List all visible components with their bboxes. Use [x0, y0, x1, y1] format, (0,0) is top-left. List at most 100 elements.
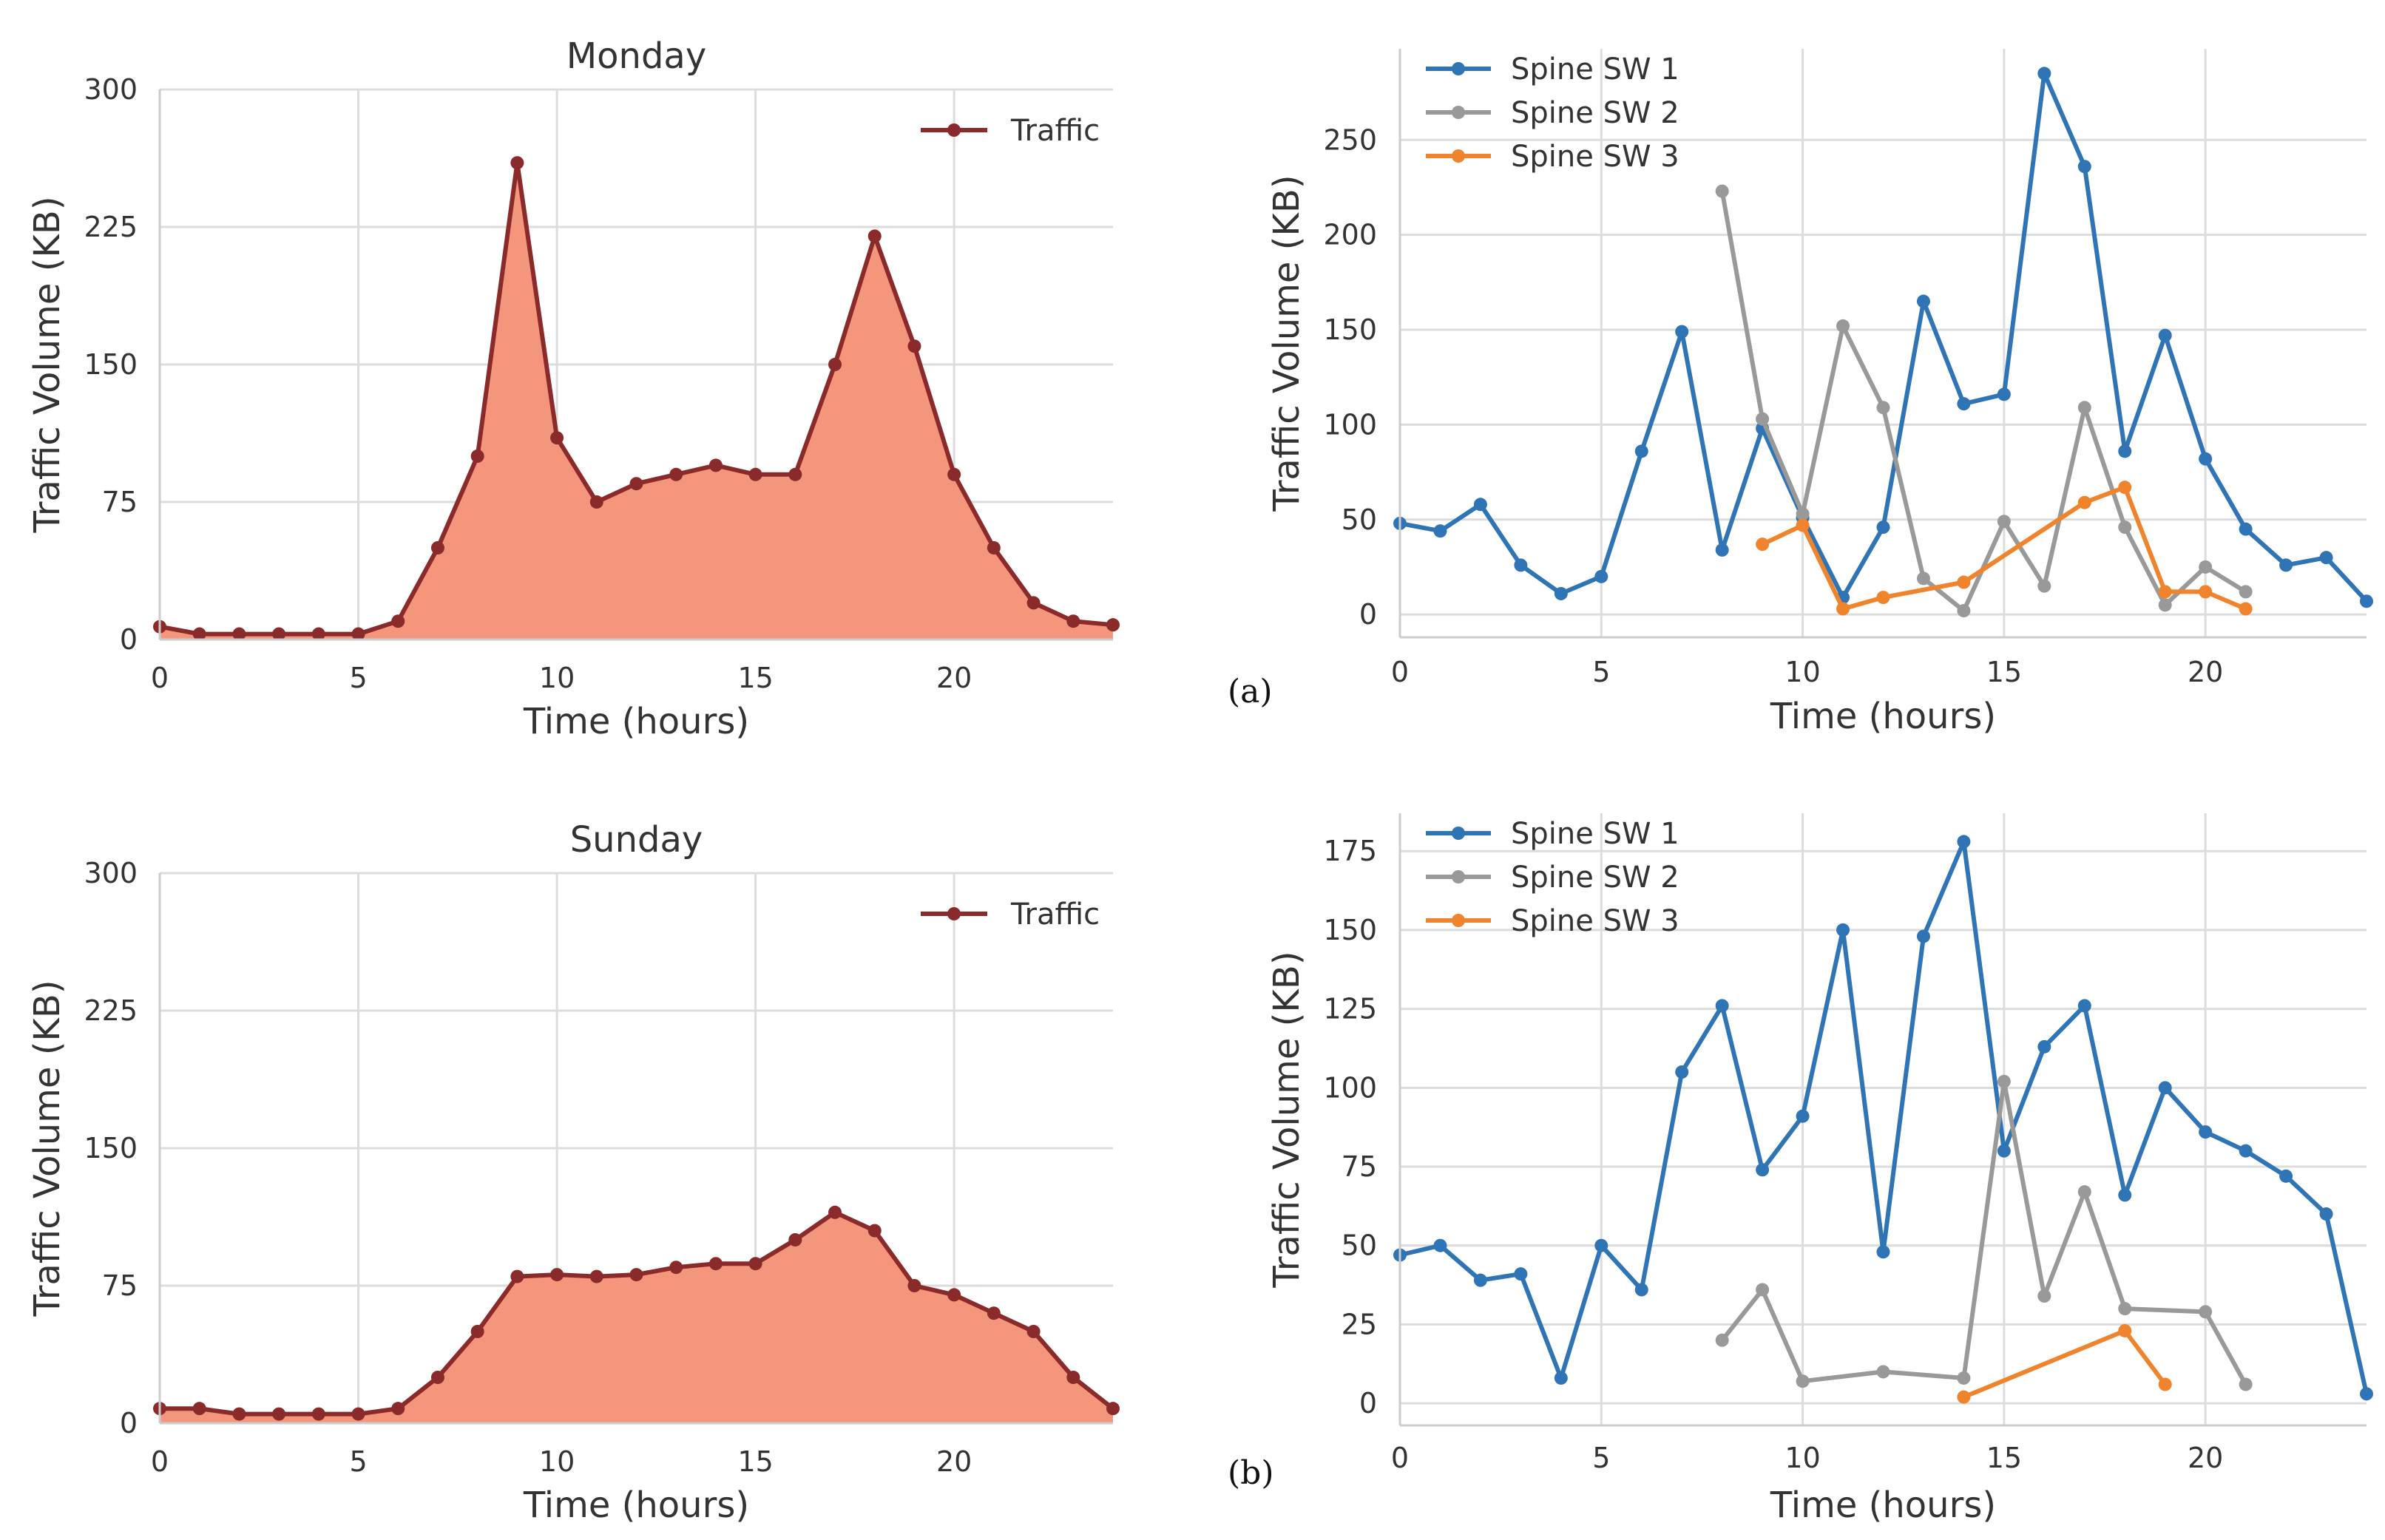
data-point: [788, 468, 802, 481]
x-tick-label: 15: [737, 662, 773, 694]
data-point: [2320, 1207, 2333, 1221]
x-axis-label: Time (hours): [1770, 696, 1996, 737]
data-point: [2199, 1305, 2212, 1318]
legend-label: Spine SW 2: [1511, 861, 1679, 895]
legend-marker: [947, 123, 961, 137]
data-point: [193, 1402, 206, 1415]
data-point: [2118, 1302, 2131, 1315]
data-point: [2078, 999, 2091, 1012]
data-point: [1027, 596, 1041, 609]
data-point: [1027, 1325, 1041, 1338]
data-point: [1836, 319, 1850, 333]
y-tick-label: 0: [120, 1407, 138, 1439]
data-point: [1957, 1371, 1970, 1385]
y-tick-label: 150: [1323, 914, 1377, 946]
y-axis-label: Traffic Volume (KB): [27, 196, 68, 533]
y-tick-label: 50: [1342, 1229, 1377, 1262]
x-tick-label: 20: [936, 1445, 972, 1478]
y-tick-label: 75: [102, 1269, 138, 1302]
data-point: [2078, 496, 2091, 509]
x-tick-label: 20: [2188, 1442, 2223, 1474]
data-point: [471, 450, 484, 463]
data-point: [630, 477, 643, 490]
x-tick-label: 10: [539, 662, 575, 694]
series-line-2: [1963, 1331, 2165, 1397]
x-tick-label: 0: [1391, 1442, 1409, 1474]
data-point: [1957, 1391, 1970, 1404]
data-point: [391, 614, 405, 628]
data-point: [1957, 397, 1970, 410]
x-tick-label: 15: [1986, 656, 2022, 688]
x-tick-label: 0: [151, 662, 169, 694]
data-point: [987, 541, 1001, 554]
data-point: [709, 458, 723, 472]
data-point: [1756, 1163, 1769, 1176]
data-point: [510, 156, 524, 169]
y-tick-label: 0: [1359, 598, 1377, 631]
data-point: [2279, 1170, 2293, 1183]
data-point: [2239, 602, 2253, 615]
x-tick-label: 20: [936, 662, 972, 694]
data-point: [2159, 1081, 2172, 1094]
data-point: [2199, 560, 2212, 574]
data-point: [1474, 498, 1487, 511]
data-point: [2078, 401, 2091, 414]
data-point: [1957, 604, 1970, 617]
data-point: [1997, 515, 2011, 528]
data-point: [590, 495, 603, 509]
x-axis-label: Time (hours): [523, 701, 749, 742]
data-point: [1106, 618, 1120, 631]
data-point: [987, 1306, 1001, 1320]
x-tick-label: 10: [1784, 656, 1820, 688]
legend: Spine SW 1 Spine SW 2 Spine SW 3: [1426, 52, 1679, 174]
legend-marker: [1452, 827, 1465, 840]
data-point: [1433, 524, 1447, 537]
legend-label: Traffic: [1010, 114, 1100, 148]
y-tick-label: 50: [1342, 503, 1377, 536]
chart-panel-2: 0 5 10 15 20075150225300Time (hours)Traffic …: [27, 819, 1120, 1526]
data-point: [669, 468, 683, 481]
panel-label: (a): [1228, 673, 1273, 710]
data-point: [2037, 1040, 2051, 1054]
x-tick-label: 0: [151, 1445, 169, 1478]
legend-label: Spine SW 1: [1511, 52, 1679, 87]
data-point: [1796, 1374, 1810, 1388]
legend-label: Traffic: [1010, 898, 1100, 932]
data-point: [1756, 413, 1769, 426]
data-point: [907, 339, 921, 353]
data-point: [788, 1233, 802, 1246]
data-point: [2360, 1387, 2373, 1400]
data-point: [1756, 1283, 1769, 1296]
data-point: [2239, 585, 2253, 598]
x-tick-label: 15: [1986, 1442, 2022, 1474]
data-point: [272, 1408, 285, 1421]
y-tick-label: 300: [84, 73, 138, 106]
x-tick-label: 15: [737, 1445, 773, 1478]
data-point: [1756, 537, 1769, 551]
y-tick-label: 0: [120, 623, 138, 656]
data-point: [749, 468, 762, 481]
y-tick-label: 200: [1323, 219, 1377, 251]
data-point: [1716, 185, 1729, 198]
y-axis-label: Traffic Volume (KB): [27, 980, 68, 1317]
data-point: [1594, 570, 1608, 583]
y-tick-label: 175: [1323, 835, 1377, 867]
data-point: [2159, 329, 2172, 342]
legend-marker: [1452, 106, 1465, 119]
data-point: [590, 1270, 603, 1283]
data-point: [2118, 1188, 2131, 1201]
y-tick-label: 250: [1323, 123, 1377, 156]
data-point: [1433, 1239, 1447, 1252]
x-tick-label: 10: [1784, 1442, 1820, 1474]
data-point: [2037, 67, 2051, 80]
data-point: [947, 468, 961, 481]
panel-label: (b): [1228, 1454, 1274, 1492]
data-point: [1957, 835, 1970, 848]
data-point: [828, 358, 842, 371]
x-tick-label: 5: [1592, 1442, 1610, 1474]
data-point: [868, 1224, 882, 1238]
data-point: [1106, 1402, 1120, 1415]
data-point: [1716, 999, 1729, 1012]
data-point: [2118, 444, 2131, 458]
data-point: [1997, 387, 2011, 401]
